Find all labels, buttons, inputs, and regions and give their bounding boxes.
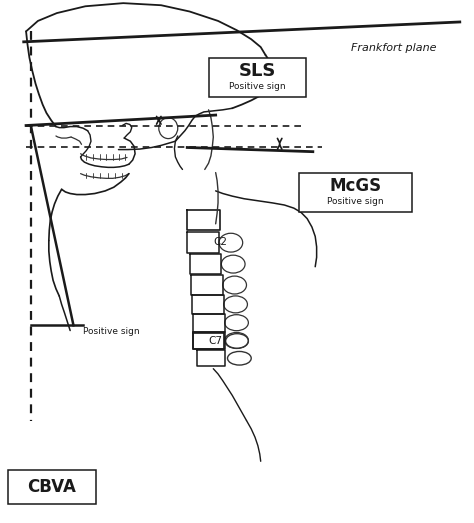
FancyBboxPatch shape — [209, 58, 306, 97]
FancyBboxPatch shape — [8, 470, 96, 504]
Text: C7: C7 — [209, 336, 223, 346]
Text: Positive sign: Positive sign — [83, 326, 139, 336]
FancyBboxPatch shape — [299, 173, 412, 212]
Text: Positive sign: Positive sign — [327, 197, 384, 206]
Text: CBVA: CBVA — [27, 477, 76, 496]
Text: Positive sign: Positive sign — [229, 82, 285, 91]
Text: Frankfort plane: Frankfort plane — [351, 43, 436, 53]
Text: SLS: SLS — [238, 62, 276, 80]
Text: McGS: McGS — [329, 177, 382, 195]
Text: C2: C2 — [213, 236, 228, 247]
